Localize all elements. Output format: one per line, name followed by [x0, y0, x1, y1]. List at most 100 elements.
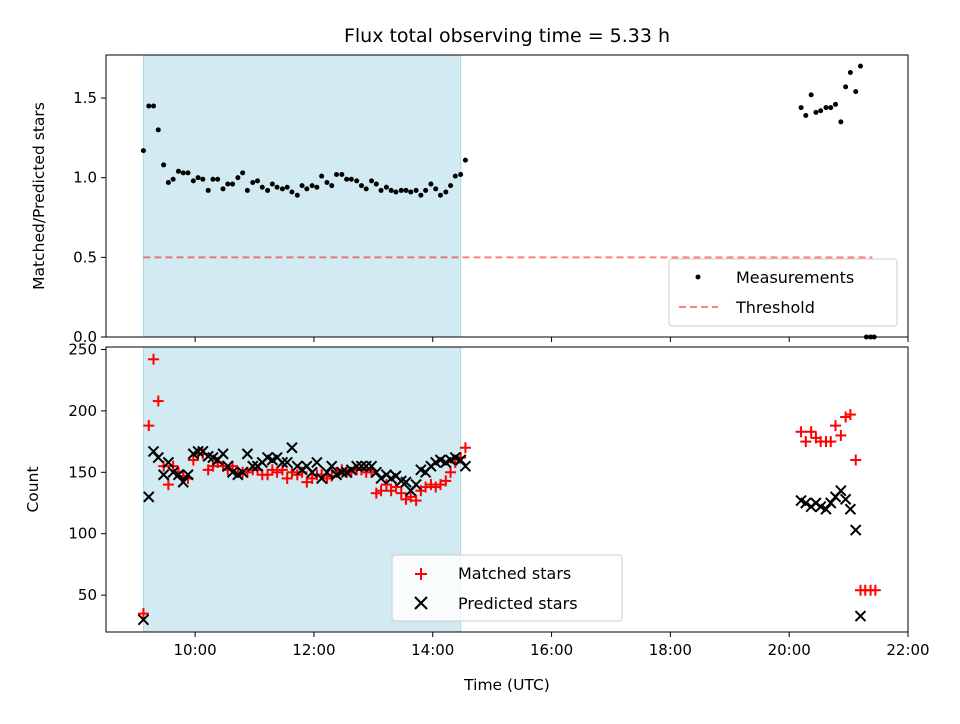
- legend-matched-label: Matched stars: [458, 564, 571, 583]
- matched-star-point: [152, 395, 164, 407]
- matched-star-point: [835, 429, 847, 441]
- measurement-point: [433, 186, 439, 192]
- top-y-tick-label: 0.0: [73, 328, 97, 346]
- predicted-star-point: [152, 451, 164, 464]
- measurement-point: [225, 181, 231, 187]
- measurement-point: [828, 105, 834, 111]
- predicted-star-point: [306, 466, 318, 479]
- predicted-star-point: [800, 497, 812, 509]
- measurement-point: [443, 189, 449, 195]
- measurement-point: [354, 178, 360, 184]
- x-tick-label: 20:00: [768, 641, 811, 659]
- x-tick-label: 16:00: [530, 641, 573, 659]
- measurement-point: [269, 181, 275, 187]
- matched-star-point: [805, 426, 817, 438]
- predicted-star-point: [850, 524, 862, 536]
- matched-star-point: [410, 495, 422, 507]
- measurement-point: [857, 63, 863, 69]
- measurement-point: [165, 179, 171, 185]
- measurement-point: [146, 103, 152, 109]
- matched-star-point: [143, 420, 155, 432]
- legend-measurement-marker: [695, 274, 701, 280]
- matched-star-point: [321, 472, 333, 484]
- measurement-point: [244, 187, 250, 193]
- measurement-point: [215, 176, 221, 182]
- measurement-point: [413, 187, 419, 193]
- bottom-y-tick-label: 200: [68, 402, 97, 420]
- measurement-point: [847, 70, 853, 76]
- predicted-star-point: [854, 610, 867, 622]
- top-y-tick-label: 1.0: [73, 169, 97, 187]
- predicted-star-point: [143, 491, 155, 503]
- measurement-point: [348, 176, 354, 182]
- matched-star-point: [840, 411, 852, 423]
- top-y-axis-label: Matched/Predicted stars: [30, 102, 48, 290]
- measurement-point: [448, 183, 454, 189]
- matched-star-point: [380, 479, 392, 491]
- measurement-point: [823, 105, 829, 111]
- measurement-point: [309, 183, 315, 189]
- matched-star-point: [850, 454, 862, 466]
- measurement-point: [155, 127, 161, 133]
- matched-star-point: [425, 479, 437, 491]
- x-tick-label: 10:00: [173, 641, 216, 659]
- predicted-star-point: [286, 442, 298, 454]
- top-legend-box: [668, 258, 898, 327]
- measurement-point: [304, 186, 310, 192]
- measurement-point: [329, 183, 335, 189]
- predicted-star-point: [311, 456, 323, 469]
- matched-star-point: [375, 485, 387, 497]
- top-observing-span: [142, 54, 462, 338]
- top-y-tick-label: 0.5: [73, 248, 97, 266]
- predicted-star-point: [326, 460, 338, 472]
- predicted-star-point: [247, 460, 259, 472]
- predicted-star-point: [355, 460, 368, 472]
- matched-star-point: [137, 608, 149, 620]
- measurement-point: [853, 89, 859, 95]
- predicted-star-point: [182, 469, 194, 481]
- predicted-star-point: [375, 472, 387, 485]
- measurement-point: [803, 113, 809, 119]
- measurement-point: [319, 173, 325, 179]
- x-tick-label: 18:00: [649, 641, 692, 659]
- predicted-star-point: [172, 469, 185, 481]
- matched-star-point: [420, 481, 432, 493]
- predicted-star-point: [281, 456, 293, 469]
- predicted-star-point: [835, 485, 847, 497]
- measurement-point: [462, 157, 468, 163]
- measurement-point: [334, 171, 340, 177]
- matched-star-point: [395, 487, 407, 499]
- measurement-point: [235, 175, 241, 181]
- matched-star-point: [825, 436, 837, 448]
- measurement-point: [369, 178, 375, 184]
- predicted-star-point: [236, 466, 249, 479]
- measurement-point: [408, 189, 414, 195]
- x-tick-label: 12:00: [292, 641, 335, 659]
- measurement-point: [437, 192, 443, 198]
- predicted-star-point: [459, 460, 472, 472]
- matched-star-point: [286, 466, 298, 478]
- measurement-point: [344, 176, 350, 182]
- predicted-star-point: [217, 448, 229, 460]
- predicted-star-point: [157, 469, 170, 481]
- predicted-star-point: [844, 503, 857, 515]
- measurement-point: [279, 186, 285, 192]
- predicted-star-point: [350, 460, 363, 472]
- measurement-point: [195, 175, 201, 181]
- measurement-point: [818, 108, 824, 114]
- measurement-point: [274, 184, 280, 190]
- predicted-star-point: [839, 493, 852, 506]
- bottom-y-tick-label: 50: [78, 586, 97, 604]
- predicted-star-point: [410, 478, 422, 491]
- measurement-point: [161, 162, 167, 168]
- measurement-point: [140, 148, 146, 154]
- chart-title: Flux total observing time = 5.33 h: [344, 25, 670, 47]
- matched-star-point: [148, 353, 160, 365]
- matched-star-point: [430, 481, 442, 493]
- measurement-point: [813, 109, 819, 115]
- measurement-point: [843, 84, 849, 90]
- matched-star-point: [162, 479, 174, 491]
- measurement-point: [259, 184, 265, 190]
- measurement-point: [151, 103, 157, 109]
